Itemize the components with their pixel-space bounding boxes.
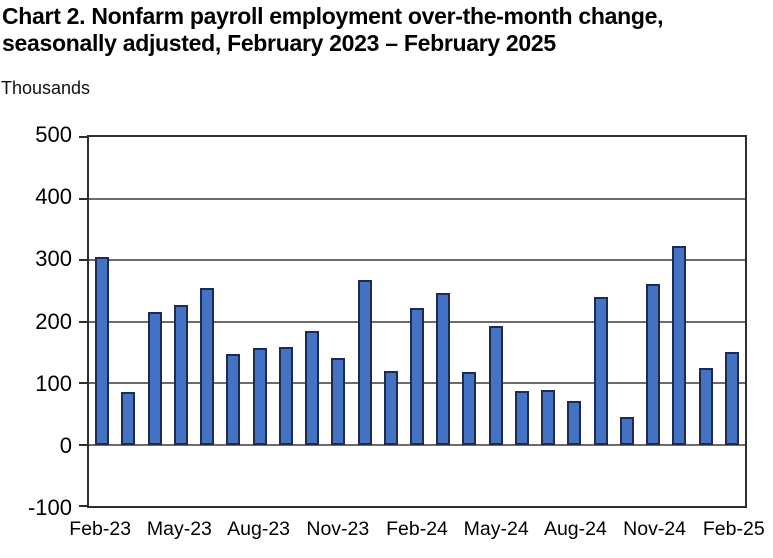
bar-Jul-23 bbox=[226, 354, 241, 445]
bar-Sep-23 bbox=[278, 347, 293, 445]
bar-Sep-24 bbox=[593, 296, 608, 445]
y-axis-tick bbox=[79, 136, 87, 138]
bar-Oct-24 bbox=[619, 417, 634, 445]
y-axis-tick-label: -100 bbox=[27, 495, 72, 520]
bar-Jun-23 bbox=[200, 287, 215, 445]
y-axis-tick bbox=[79, 505, 87, 507]
y-axis-tick-label: 0 bbox=[59, 432, 72, 458]
x-axis-tick-label: Aug-23 bbox=[227, 518, 291, 540]
y-axis-tick-labels: 500 400 300 200 100 0 -100 bbox=[0, 123, 72, 520]
bar-Apr-23 bbox=[147, 311, 162, 445]
chart-title-line-2: seasonally adjusted, February 2023 – Feb… bbox=[2, 30, 556, 56]
chart-title-line-1: Chart 2. Nonfarm payroll employment over… bbox=[2, 3, 664, 29]
y-axis-tick bbox=[79, 259, 87, 261]
x-axis-tick-label: May-24 bbox=[463, 518, 529, 540]
bar-Feb-23 bbox=[95, 256, 110, 445]
bar-Mar-24 bbox=[436, 293, 451, 445]
x-axis-tick-label: Feb-25 bbox=[702, 518, 765, 540]
plot-area bbox=[79, 135, 747, 508]
y-axis-tick-label: 200 bbox=[35, 308, 72, 334]
bar-Jan-24 bbox=[383, 371, 398, 445]
y-axis-tick-label: 400 bbox=[35, 184, 72, 210]
bar-May-23 bbox=[173, 304, 188, 445]
chart-title: Chart 2. Nonfarm payroll employment over… bbox=[2, 3, 772, 57]
bar-Dec-23 bbox=[357, 280, 372, 445]
bar-Jun-24 bbox=[514, 391, 529, 445]
bar-Jan-25 bbox=[698, 367, 713, 445]
y-axis-tick bbox=[79, 320, 87, 323]
bar-Apr-24 bbox=[462, 371, 477, 445]
y-axis-tick bbox=[79, 443, 87, 446]
gridline bbox=[89, 197, 745, 200]
y-axis-tick bbox=[79, 382, 87, 384]
bar-Aug-24 bbox=[567, 400, 582, 445]
x-axis-tick-label: Feb-23 bbox=[69, 518, 132, 540]
bar-Nov-23 bbox=[331, 358, 346, 445]
x-axis-tick-label: Nov-23 bbox=[306, 518, 370, 540]
x-axis-tick-label: Aug-24 bbox=[543, 518, 607, 540]
x-axis-tick-labels: Feb-23 May-23 Aug-23 Nov-23 Feb-24 May-24 Aug-… bbox=[69, 517, 764, 543]
x-axis-tick-label: Nov-24 bbox=[623, 518, 687, 540]
bar-May-24 bbox=[488, 325, 503, 445]
y-axis-tick-label: 500 bbox=[35, 122, 72, 147]
bar-Dec-24 bbox=[672, 245, 687, 445]
bar-Jul-24 bbox=[541, 390, 556, 445]
y-axis-tick bbox=[79, 197, 87, 200]
x-axis-tick-label: May-23 bbox=[146, 518, 212, 540]
gridline bbox=[89, 443, 745, 446]
bar-Aug-23 bbox=[252, 347, 267, 445]
y-axis-tick-label: 100 bbox=[35, 370, 72, 396]
bar-Feb-24 bbox=[410, 307, 424, 445]
x-axis-tick-label: Feb-24 bbox=[386, 518, 448, 540]
y-axis-tick-label: 300 bbox=[35, 246, 72, 272]
y-axis-units-label: Thousands bbox=[1, 78, 91, 98]
gridline bbox=[89, 259, 745, 261]
bar-Nov-24 bbox=[646, 284, 661, 445]
bar-Oct-23 bbox=[305, 330, 320, 445]
bar-Feb-25 bbox=[724, 351, 739, 445]
bar-Mar-23 bbox=[121, 392, 136, 445]
